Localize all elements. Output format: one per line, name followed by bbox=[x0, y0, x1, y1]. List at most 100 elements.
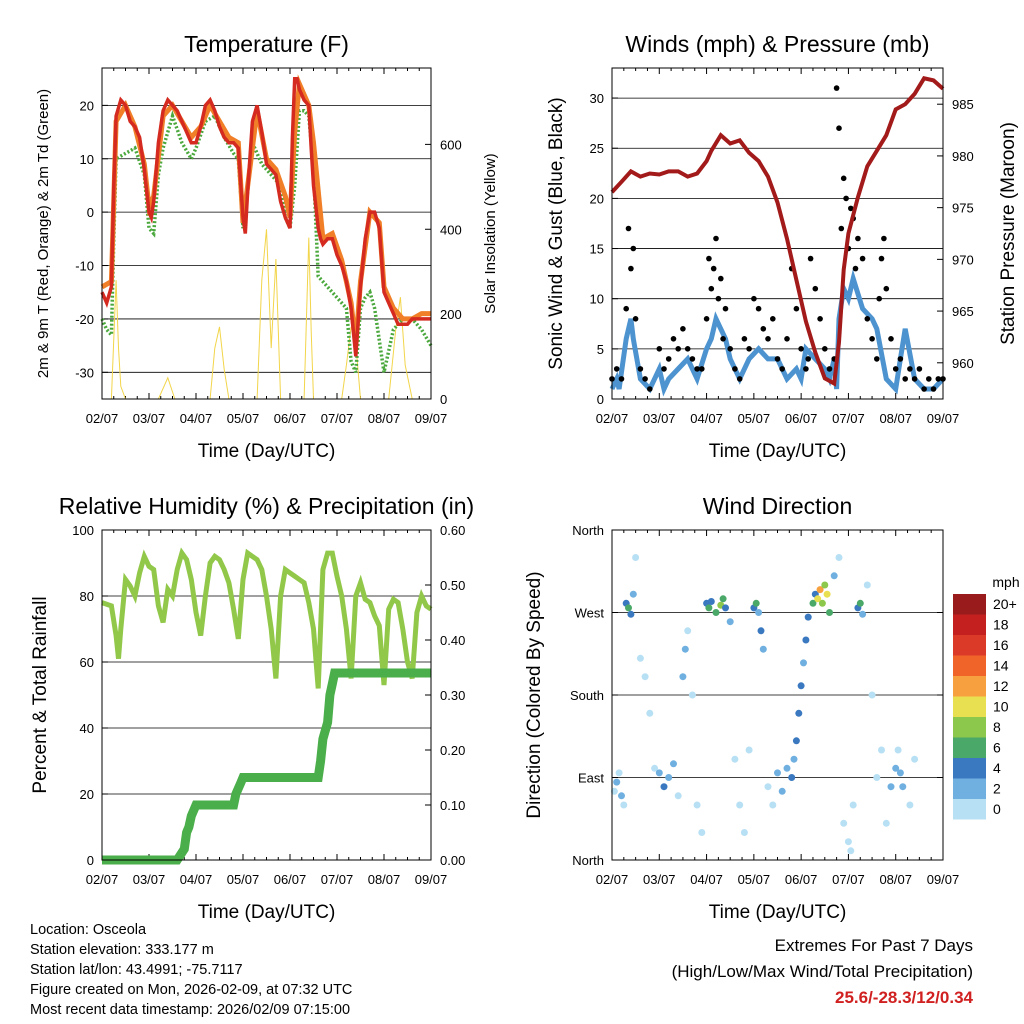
y-tick-label: 40 bbox=[80, 721, 94, 736]
direction-point bbox=[802, 636, 810, 644]
direction-point bbox=[878, 746, 885, 754]
y-tick-label: 80 bbox=[80, 589, 94, 604]
y2-axis-label: Station Pressure (Maroon) bbox=[998, 122, 1019, 345]
x-tick-label: 06/07 bbox=[785, 411, 818, 426]
direction-point bbox=[627, 610, 635, 618]
y2-tick-label: 985 bbox=[952, 97, 974, 112]
direction-point bbox=[625, 604, 632, 612]
colorbar-swatch bbox=[953, 676, 986, 697]
gust-point bbox=[722, 305, 729, 312]
direction-point bbox=[674, 792, 682, 800]
direction-point bbox=[896, 769, 904, 777]
direction-point bbox=[778, 787, 786, 795]
x-tick-label: 07/07 bbox=[321, 872, 354, 887]
x-axis-label: Time (Day/UTC) bbox=[198, 441, 336, 462]
y-tick-label: 25 bbox=[590, 141, 604, 156]
colorbar-swatch bbox=[953, 737, 986, 758]
colorbar-label: 2 bbox=[993, 781, 1001, 797]
direction-point bbox=[759, 645, 767, 653]
y2-tick-label: 980 bbox=[952, 149, 974, 164]
x-tick-label: 08/07 bbox=[879, 872, 912, 887]
gust-point bbox=[840, 175, 847, 182]
colorbar-swatch bbox=[953, 655, 986, 676]
colorbar-swatch bbox=[953, 696, 986, 717]
gust-point bbox=[930, 386, 937, 392]
y-axis-label: Percent & Total Rainfall bbox=[30, 596, 51, 793]
x-tick-label: 04/07 bbox=[690, 411, 723, 426]
x-tick-label: 03/07 bbox=[643, 872, 676, 887]
panel-humidity: Relative Humidity (%) & Precipitation (i… bbox=[30, 493, 474, 923]
extremes-subheading: (High/Low/Max Wind/Total Precipitation) bbox=[671, 962, 973, 981]
direction-point bbox=[911, 755, 919, 763]
plot-frame bbox=[611, 529, 944, 861]
plot-frame bbox=[611, 67, 944, 400]
direction-point bbox=[726, 618, 734, 626]
direction-point bbox=[731, 755, 739, 763]
x-tick-label: 09/07 bbox=[927, 411, 960, 426]
gust-point bbox=[812, 285, 819, 292]
y2-tick-label: 0.50 bbox=[440, 578, 465, 593]
panel-wind-direction: Wind Direction Time (Day/UTC) Direction (C… bbox=[524, 493, 1020, 923]
direction-point bbox=[844, 838, 852, 846]
y-tick-label: 10 bbox=[80, 152, 94, 167]
colorbar-label: 4 bbox=[993, 760, 1001, 776]
gust-point bbox=[755, 305, 762, 312]
y2-tick-label: 0.20 bbox=[440, 743, 465, 758]
station-latlon: Station lat/lon: 43.4991; -75.7117 bbox=[30, 962, 243, 978]
y2-tick-label: 960 bbox=[952, 356, 974, 371]
direction-point bbox=[670, 760, 677, 768]
y2-tick-label: 970 bbox=[952, 252, 974, 267]
humidity-line bbox=[101, 547, 433, 689]
direction-point bbox=[821, 581, 829, 589]
x-tick-label: 05/07 bbox=[738, 872, 771, 887]
direction-point bbox=[847, 847, 855, 855]
gust-point bbox=[703, 316, 710, 322]
gust-point bbox=[618, 376, 625, 382]
x-tick-label: 06/07 bbox=[274, 411, 307, 426]
direction-point bbox=[681, 645, 689, 653]
station-elevation: Station elevation: 333.177 m bbox=[30, 942, 214, 958]
gust-point bbox=[883, 285, 890, 292]
x-tick-label: 08/07 bbox=[368, 872, 401, 887]
y-tick-label: 60 bbox=[80, 655, 94, 670]
gust-point bbox=[935, 376, 942, 382]
gust-point bbox=[805, 356, 811, 362]
x-tick-label: 04/07 bbox=[690, 872, 723, 887]
direction-point bbox=[665, 774, 673, 781]
direction-point bbox=[620, 801, 628, 809]
y-tick-label: South bbox=[570, 688, 604, 703]
latest-data-timestamp: Most recent data timestamp: 2026/02/09 0… bbox=[30, 1002, 351, 1018]
direction-point bbox=[757, 627, 765, 635]
temp-2m-line bbox=[100, 76, 431, 357]
chart-title: Temperature (F) bbox=[184, 31, 349, 57]
direction-point bbox=[868, 691, 876, 699]
gust-point bbox=[718, 275, 724, 282]
colorbar-label: 0 bbox=[993, 801, 1001, 817]
gust-point bbox=[852, 265, 859, 272]
y-tick-label: North bbox=[572, 523, 604, 538]
direction-point bbox=[826, 609, 833, 616]
gust-point bbox=[630, 245, 637, 252]
direction-point bbox=[722, 604, 729, 612]
direction-point bbox=[752, 599, 760, 607]
gust-point bbox=[613, 366, 620, 372]
direction-point bbox=[646, 709, 654, 717]
x-tick-label: 02/07 bbox=[86, 872, 119, 887]
gust-point bbox=[921, 386, 927, 392]
y-tick-label: 20 bbox=[590, 191, 604, 206]
gust-point bbox=[623, 305, 629, 312]
direction-point bbox=[693, 801, 701, 809]
x-tick-label: 02/07 bbox=[596, 872, 629, 887]
direction-point bbox=[636, 654, 644, 662]
gust-point bbox=[888, 336, 894, 342]
gust-point bbox=[637, 366, 644, 372]
x-tick-label: 05/07 bbox=[738, 411, 771, 426]
colorbar-swatch bbox=[953, 799, 986, 820]
x-axis-label: Time (Day/UTC) bbox=[198, 902, 336, 923]
direction-point bbox=[906, 801, 914, 809]
y-tick-label: 15 bbox=[590, 242, 604, 257]
direction-point bbox=[816, 586, 824, 594]
direction-point bbox=[840, 819, 848, 827]
gust-point bbox=[926, 376, 932, 382]
gust-point bbox=[625, 225, 632, 232]
